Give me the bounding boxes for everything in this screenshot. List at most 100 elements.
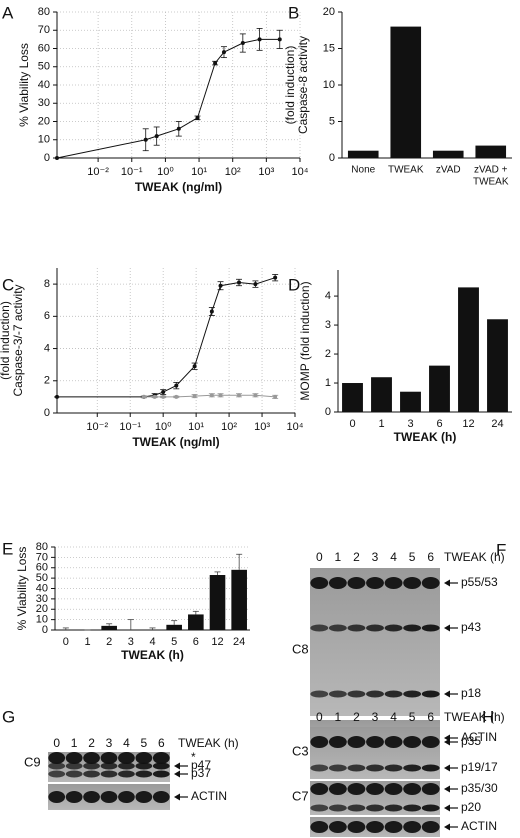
- blot-band: [366, 764, 384, 772]
- blot-band: [421, 690, 440, 698]
- x-tick-label: 10⁻¹: [121, 166, 143, 178]
- blot-band: [347, 624, 366, 632]
- arrow-head: [444, 804, 450, 812]
- blot-band: [118, 770, 135, 778]
- x-tick-label: 12: [211, 636, 223, 648]
- x-tick-label: 10²: [221, 421, 237, 433]
- blot-band: [310, 764, 329, 772]
- x-tick-label: 10²: [225, 166, 241, 178]
- blot-band: [48, 752, 66, 764]
- y-tick-label: 0: [44, 152, 50, 164]
- data-point: [152, 394, 157, 399]
- panel-letter: G: [2, 707, 15, 726]
- lane-label: 5: [409, 710, 416, 724]
- arrow-head: [444, 738, 450, 746]
- lane-label: 2: [353, 710, 360, 724]
- band-label: ACTIN: [461, 730, 497, 744]
- panel-letter: E: [2, 539, 13, 558]
- data-point: [55, 156, 59, 160]
- blot-band: [384, 804, 403, 812]
- blot-band: [421, 821, 440, 833]
- y-axis-label: Caspase-8 activity: [296, 36, 310, 134]
- blot-group-label: C7: [292, 788, 309, 803]
- blot-band: [366, 804, 384, 812]
- blot-band: [403, 821, 422, 833]
- blot-band: [310, 577, 329, 589]
- blot-band: [347, 804, 366, 812]
- x-tick-label: 0: [349, 418, 355, 430]
- blot-band: [328, 783, 347, 795]
- y-tick-label: 4: [325, 290, 331, 302]
- y-tick-label: 10: [38, 134, 50, 146]
- y-axis-label: (fold induction): [0, 301, 12, 380]
- y-tick-label: 40: [38, 79, 50, 91]
- bar: [371, 377, 392, 412]
- blot-band: [135, 770, 153, 778]
- x-tick-label: zVAD +: [474, 165, 508, 176]
- y-tick-label: 40: [36, 582, 48, 594]
- y-tick-label: 20: [38, 115, 50, 127]
- bar: [432, 150, 464, 158]
- x-tick-label: 10⁰: [157, 166, 174, 178]
- data-point: [209, 393, 214, 398]
- x-tick-label: 1: [378, 418, 384, 430]
- blot-band: [421, 624, 440, 632]
- blot-band: [347, 783, 366, 795]
- data-point: [213, 61, 218, 66]
- y-tick-label: 8: [44, 278, 50, 290]
- y-tick-label: 80: [36, 541, 48, 553]
- y-tick-label: 30: [36, 593, 48, 605]
- band-label: p19/17: [461, 760, 498, 774]
- blot-band: [328, 804, 347, 812]
- blot-band: [328, 690, 347, 698]
- x-axis-label: TWEAK (h): [121, 648, 184, 662]
- arrow-head: [444, 579, 450, 587]
- y-tick-label: 10: [36, 614, 48, 626]
- y-tick-label: 60: [36, 562, 48, 574]
- blot-band: [347, 736, 366, 748]
- y-tick-label: 3: [325, 319, 331, 331]
- blot-band: [421, 783, 440, 795]
- band-label: p20: [461, 800, 481, 814]
- blot-band: [403, 577, 422, 589]
- x-tick-label: 1: [84, 636, 90, 648]
- x-axis-label: TWEAK (ng/ml): [135, 180, 222, 194]
- lane-label: 3: [106, 736, 113, 750]
- blot-band: [328, 624, 347, 632]
- band-label: ACTIN: [461, 819, 497, 833]
- blot-band: [65, 770, 83, 778]
- bar: [166, 624, 182, 630]
- y-tick-label: 15: [323, 42, 335, 54]
- blot-band: [65, 791, 83, 803]
- data-point: [240, 41, 245, 46]
- blot-band: [118, 752, 135, 764]
- x-tick-label: 6: [436, 418, 442, 430]
- x-tick-label: 24: [233, 636, 245, 648]
- x-tick-label: TWEAK: [388, 165, 424, 176]
- x-tick-label: 10⁻²: [86, 421, 108, 433]
- treatment-label: TWEAK (h): [178, 736, 239, 750]
- blot-group-label: C3: [292, 743, 309, 758]
- blot-band: [310, 804, 329, 812]
- y-tick-label: 50: [36, 572, 48, 584]
- blot-band: [83, 752, 100, 764]
- data-point: [55, 394, 59, 399]
- series-line: [56, 38, 280, 159]
- bar: [188, 614, 204, 630]
- x-tick-label: 10⁻²: [87, 166, 109, 178]
- band-label: ACTIN: [191, 789, 227, 803]
- blot-band: [366, 821, 384, 833]
- lane-label: 2: [353, 550, 360, 564]
- blot-band: [366, 577, 384, 589]
- data-point: [257, 37, 262, 42]
- y-tick-label: 0: [325, 406, 331, 418]
- y-tick-label: 5: [329, 115, 335, 127]
- y-tick-label: 70: [36, 551, 48, 563]
- bar: [342, 383, 363, 412]
- y-tick-label: 30: [38, 97, 50, 109]
- panel-letter: A: [2, 3, 14, 22]
- blot-band: [118, 791, 135, 803]
- lane-label: 6: [427, 710, 434, 724]
- band-label: *: [191, 750, 196, 764]
